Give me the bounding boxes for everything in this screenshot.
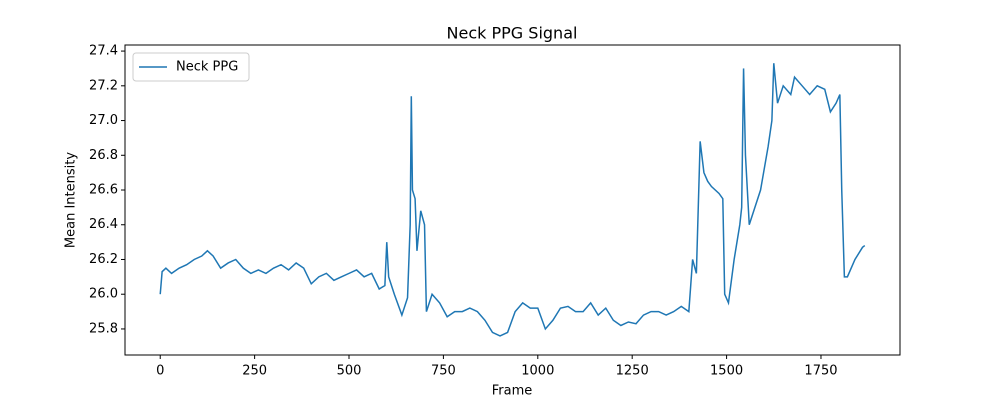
- y-tick-label: 25.8: [89, 321, 118, 336]
- x-tick-label: 1750: [804, 364, 837, 379]
- y-tick-label: 27.0: [89, 113, 118, 128]
- y-tick-label: 26.0: [89, 287, 118, 302]
- legend-box: [132, 52, 250, 82]
- chart-title: Neck PPG Signal: [447, 24, 578, 43]
- y-tick-label: 26.8: [89, 148, 118, 163]
- y-tick-label: 26.6: [89, 183, 118, 198]
- y-tick-label: 26.2: [89, 252, 118, 267]
- y-axis-label: Mean Intensity: [64, 152, 79, 248]
- x-axis-label: Frame: [492, 384, 533, 399]
- x-tick-label: 1250: [616, 364, 649, 379]
- x-tick-label: 750: [431, 364, 456, 379]
- x-tick-label: 1500: [710, 364, 743, 379]
- line-series: [159, 63, 866, 337]
- x-tick-label: 1000: [521, 364, 554, 379]
- legend-label: Neck PPG: [176, 60, 238, 75]
- x-tick-label: 500: [337, 364, 362, 379]
- plot-frame: [124, 44, 901, 356]
- x-tick-label: 250: [242, 364, 267, 379]
- y-tick-label: 27.4: [89, 44, 118, 59]
- x-tick-label: 0: [156, 364, 164, 379]
- y-tick-label: 26.4: [89, 217, 118, 232]
- y-tick-label: 27.2: [89, 78, 118, 93]
